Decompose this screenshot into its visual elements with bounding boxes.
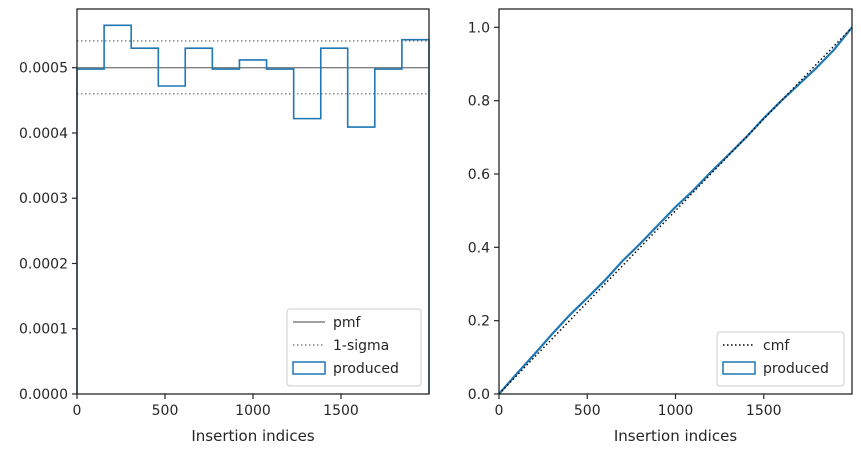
- right-x-axis-label: Insertion indices: [614, 427, 737, 445]
- histogram-produced-step: [76, 24, 430, 394]
- histogram-bin: [239, 60, 266, 394]
- left-x-tick-label: 1500: [323, 403, 359, 419]
- right-y-tick-label: 0.2: [468, 314, 490, 330]
- right-x-tick-label: 500: [574, 403, 601, 419]
- left-y-tick-label: 0.0004: [19, 126, 68, 142]
- right-x-tick-label: 1500: [746, 403, 782, 419]
- left-legend-label-pmf: pmf: [333, 315, 362, 331]
- left-x-axis-label: Insertion indices: [191, 427, 314, 445]
- left-x-tick-label: 0: [73, 403, 82, 419]
- left-legend-label-produced: produced: [333, 361, 399, 377]
- right-panel-cmf: 0 500 1000 1500 0.0 0.2 0.4 0.6 0.8 1.0 Insertion …: [468, 8, 853, 445]
- right-x-tick-label: 0: [495, 403, 504, 419]
- right-legend-label-produced: produced: [763, 361, 829, 377]
- right-legend-box: [716, 331, 845, 387]
- histogram-bin: [158, 86, 185, 394]
- left-legend-swatch-produced: [292, 361, 326, 375]
- right-y-tick-label: 0.6: [468, 167, 490, 183]
- histogram-bin: [77, 69, 104, 394]
- right-legend-swatch-produced: [722, 361, 756, 375]
- right-y-tick-label: 1.0: [468, 20, 490, 36]
- left-y-tick-label: 0.0005: [19, 61, 68, 77]
- right-legend-label-cmf: cmf: [763, 338, 790, 354]
- right-y-tick-label: 0.4: [468, 240, 490, 256]
- cmf-reference-line: [498, 26, 853, 395]
- right-y-tick-label: 0.0: [468, 387, 490, 403]
- left-legend-label-1-sigma: 1-sigma: [333, 338, 389, 354]
- right-y-tick-label: 0.8: [468, 94, 490, 110]
- histogram-bin: [131, 48, 158, 394]
- histogram-bin: [212, 69, 239, 394]
- left-x-tick-label: 1000: [235, 403, 271, 419]
- cmf-produced-line: [498, 26, 853, 395]
- histogram-bin: [104, 25, 131, 394]
- left-y-tick-label: 0.0003: [19, 191, 68, 207]
- histogram-bin: [185, 48, 212, 394]
- left-panel-pmf-histogram: 0 500 1000 1500 0.0000 0.0001 0.0002 0.0003 0.00…: [19, 8, 430, 445]
- left-y-tick-label: 0.0000: [19, 387, 68, 403]
- left-y-tick-label: 0.0002: [19, 256, 68, 272]
- right-x-tick-label: 1000: [658, 403, 694, 419]
- left-x-tick-label: 500: [152, 403, 179, 419]
- left-y-tick-label: 0.0001: [19, 322, 68, 338]
- left-legend-box: [286, 308, 422, 387]
